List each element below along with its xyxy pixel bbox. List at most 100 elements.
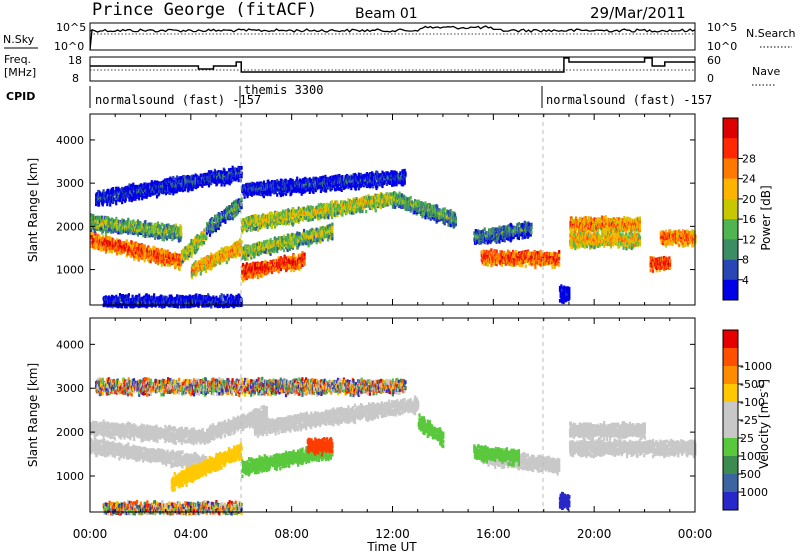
nsky-trace — [89, 25, 696, 51]
echo-cell — [104, 220, 107, 224]
echo-cell — [141, 256, 144, 261]
echo-cell — [146, 254, 149, 258]
freq-frame — [89, 56, 696, 82]
echo-cell — [188, 187, 191, 191]
echo-cell — [107, 217, 111, 222]
nsearch-label: N.Search — [746, 27, 796, 40]
nsky-tick-high: 10^5 — [56, 21, 86, 34]
nsearch-tick-low: 10^0 — [707, 40, 737, 53]
echo-cell — [201, 240, 204, 245]
echo-cell — [125, 242, 128, 247]
echo-cell — [150, 233, 153, 237]
echo-cell — [436, 205, 439, 209]
echo-cell — [208, 233, 212, 237]
echo-cell — [135, 220, 138, 225]
cpid-label: CPID — [6, 90, 35, 103]
echo-cell — [163, 260, 166, 264]
nave-label: Nave — [752, 65, 780, 78]
echo-cell — [153, 258, 156, 262]
cpid-segment-3: normalsound (fast) -157 — [546, 93, 712, 107]
echo-cell — [116, 238, 119, 242]
echo-cell — [159, 235, 162, 239]
echo-cell — [162, 237, 166, 242]
echo-cell — [110, 249, 113, 254]
echo-cell — [206, 231, 209, 235]
echo-cell — [111, 218, 114, 222]
echo-cell — [175, 233, 178, 237]
echo-cell — [171, 235, 174, 239]
echo-cell — [174, 264, 177, 268]
echo-cell — [94, 232, 97, 236]
echo-cell — [152, 245, 155, 250]
nsky-panel: N.Sky 10^5 10^0 10^5 10^0 N.Search — [3, 21, 796, 53]
echo-cell — [454, 213, 457, 217]
echo-cell — [147, 234, 150, 238]
echo-cell — [443, 207, 446, 211]
echo-cell — [107, 236, 110, 241]
echo-cell — [205, 234, 208, 239]
echo-cell — [106, 244, 109, 248]
echo-cell — [90, 231, 93, 235]
echo-cell — [115, 201, 118, 206]
echo-cell — [104, 234, 108, 239]
echo-cell — [244, 257, 247, 261]
echo-cell — [361, 209, 364, 214]
echo-cell — [98, 223, 102, 227]
echo-cell — [138, 231, 141, 235]
echo-cell — [104, 216, 108, 221]
echo-cell — [142, 233, 145, 238]
echo-cell — [178, 267, 181, 271]
echo-cell — [154, 246, 157, 251]
echo-cell — [195, 240, 198, 244]
echo-cell — [398, 191, 401, 196]
echo-cell — [154, 236, 157, 240]
echo-cell — [303, 228, 306, 233]
echo-cell — [118, 246, 121, 251]
echo-cell — [178, 253, 181, 258]
echo-cell — [143, 244, 146, 248]
echo-cell — [135, 222, 138, 227]
echo-cell — [279, 256, 282, 260]
echo-cell — [94, 225, 97, 229]
echo-cell — [192, 247, 195, 252]
echo-cell — [172, 253, 175, 257]
echo-cell — [155, 255, 158, 260]
nsearch-tick-high: 10^5 — [707, 21, 737, 34]
echo-cell — [148, 259, 151, 263]
echo-cell — [161, 237, 164, 241]
echo-cell — [122, 229, 125, 234]
echo-cell — [391, 205, 394, 209]
cpid-segment-2: themis 3300 — [244, 83, 323, 97]
echo-cell — [144, 234, 147, 238]
echo-cell — [184, 246, 187, 250]
echo-cell — [112, 227, 115, 232]
echo-cell — [122, 225, 125, 230]
echo-cell — [159, 224, 162, 229]
echo-cell — [174, 251, 177, 256]
echo-cell — [97, 220, 100, 224]
echo-cell — [93, 234, 96, 239]
echo-cell — [100, 225, 103, 229]
echo-cell — [155, 226, 158, 230]
echo-cell — [246, 257, 249, 261]
echo-cell — [449, 209, 452, 213]
echo-cell — [303, 262, 306, 267]
nsky-tick-low: 10^0 — [54, 40, 84, 53]
echo-cell — [256, 228, 259, 232]
freq-tick-low: 8 — [72, 72, 79, 85]
echo-cell — [171, 225, 174, 230]
beam-title: Beam 01 — [355, 6, 418, 22]
echo-cell — [167, 235, 170, 239]
echo-cell — [104, 226, 107, 231]
echo-cell — [144, 222, 147, 227]
echo-cell — [123, 240, 126, 245]
echo-cell — [106, 242, 109, 246]
echo-cell — [90, 228, 93, 232]
cpid-segment-1: normalsound (fast) -157 — [95, 93, 261, 107]
echo-cell — [131, 222, 134, 227]
echo-cell — [124, 197, 127, 202]
echo-cell — [203, 232, 206, 237]
echo-cell — [127, 230, 130, 235]
echo-cell — [110, 247, 113, 251]
